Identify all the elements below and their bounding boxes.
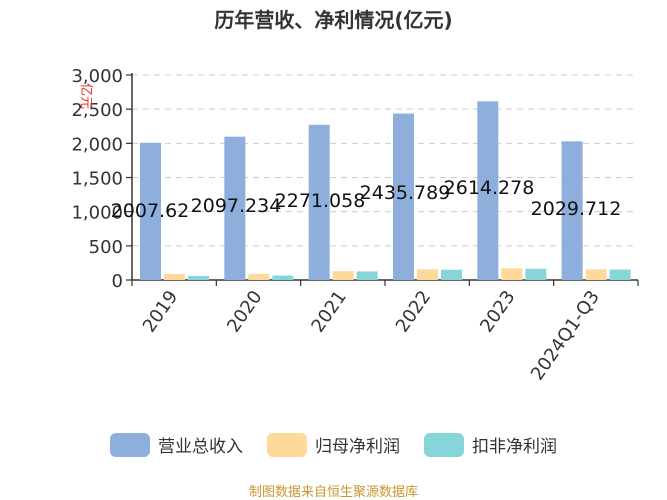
data-label: 2029.712 xyxy=(531,198,622,220)
bar[interactable] xyxy=(393,113,414,281)
data-label: 2271.058 xyxy=(275,190,366,212)
bar[interactable] xyxy=(248,273,270,280)
bar[interactable] xyxy=(188,275,209,280)
x-tick-label: 2023 xyxy=(476,287,519,337)
data-label: 2614.278 xyxy=(444,177,535,199)
data-source-note: 制图数据来自恒生聚源数据库 xyxy=(248,485,418,500)
bar[interactable] xyxy=(501,268,523,280)
legend-swatch-revenue xyxy=(110,432,150,457)
bar[interactable] xyxy=(417,269,438,280)
bar[interactable] xyxy=(585,269,607,280)
legend-label: 营业总收入 xyxy=(158,437,243,457)
x-tick-label: 2024Q1-Q3 xyxy=(527,287,604,384)
y-axis-label: 亿元 xyxy=(78,83,93,109)
bar[interactable] xyxy=(332,271,354,280)
legend-item-deducted-net-profit[interactable]: 扣非净利润 xyxy=(424,432,557,457)
data-label: 2435.789 xyxy=(360,182,451,204)
y-tick-label: 1,500 xyxy=(71,169,123,190)
data-label: 2097.234 xyxy=(191,195,282,217)
y-tick-label: 2,500 xyxy=(71,100,123,121)
y-tick-label: 2,000 xyxy=(71,134,123,155)
bar[interactable] xyxy=(441,269,462,280)
x-tick-label: 2020 xyxy=(223,287,266,337)
data-label: 2007.62 xyxy=(111,200,190,222)
x-tick-label: 2021 xyxy=(307,287,350,337)
bar[interactable] xyxy=(525,268,547,280)
bar[interactable] xyxy=(164,273,185,280)
bar[interactable] xyxy=(140,142,161,280)
y-tick-label: 1,000 xyxy=(71,203,123,224)
bar[interactable] xyxy=(561,141,583,280)
legend-swatch-net-profit xyxy=(267,432,307,457)
legend: 营业总收入 归母净利润 扣非净利润 xyxy=(0,432,667,457)
bar[interactable] xyxy=(477,101,499,281)
legend-swatch-deducted-net-profit xyxy=(424,432,464,457)
y-tick-label: 0 xyxy=(112,271,123,292)
x-tick-label: 2022 xyxy=(392,287,435,337)
bar[interactable] xyxy=(609,269,631,280)
legend-label: 扣非净利润 xyxy=(472,437,557,457)
y-tick-label: 500 xyxy=(89,237,123,258)
bar[interactable] xyxy=(308,124,330,280)
bar[interactable] xyxy=(224,136,246,280)
y-tick-label: 3,000 xyxy=(71,66,123,87)
legend-item-net-profit[interactable]: 归母净利润 xyxy=(267,432,400,457)
legend-item-revenue[interactable]: 营业总收入 xyxy=(110,432,243,457)
chart-title: 历年营收、净利情况(亿元) xyxy=(214,8,453,32)
bar[interactable] xyxy=(356,271,378,280)
legend-label: 归母净利润 xyxy=(315,437,400,457)
x-tick-label: 2019 xyxy=(139,287,182,337)
bar[interactable] xyxy=(272,275,294,280)
